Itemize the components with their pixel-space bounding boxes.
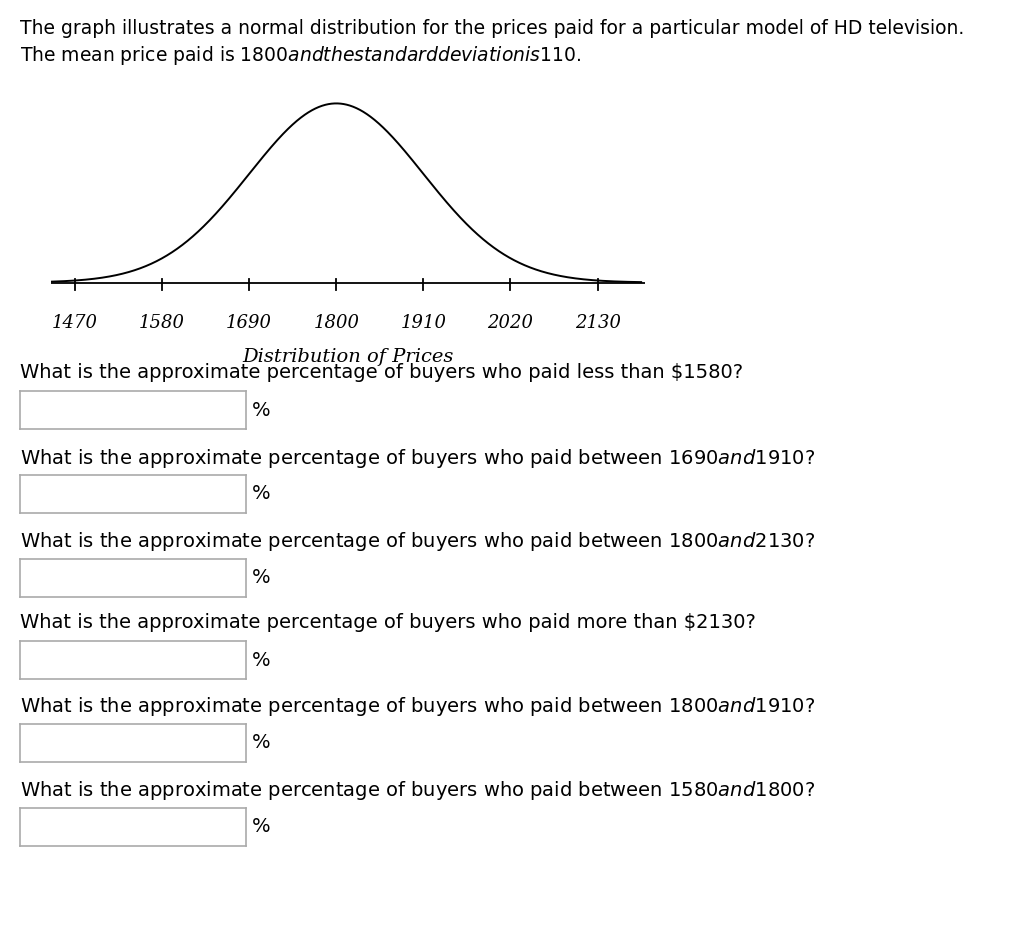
Text: What is the approximate percentage of buyers who paid less than $1580?: What is the approximate percentage of bu… [20, 363, 743, 382]
Text: %: % [252, 484, 270, 504]
Text: What is the approximate percentage of buyers who paid between $1800 and $2130?: What is the approximate percentage of bu… [20, 530, 816, 553]
Text: What is the approximate percentage of buyers who paid between $1690 and $1910?: What is the approximate percentage of bu… [20, 446, 816, 469]
Text: %: % [252, 817, 270, 836]
Text: The mean price paid is $1800 and the standard deviation is $110.: The mean price paid is $1800 and the sta… [20, 44, 582, 66]
Text: What is the approximate percentage of buyers who paid between $1800 and $1910?: What is the approximate percentage of bu… [20, 695, 816, 718]
Text: The graph illustrates a normal distribution for the prices paid for a particular: The graph illustrates a normal distribut… [20, 19, 965, 38]
Text: What is the approximate percentage of buyers who paid more than $2130?: What is the approximate percentage of bu… [20, 613, 757, 632]
Text: %: % [252, 733, 270, 752]
Text: %: % [252, 401, 270, 420]
X-axis label: Distribution of Prices: Distribution of Prices [243, 349, 454, 367]
Text: %: % [252, 568, 270, 587]
Text: %: % [252, 651, 270, 670]
Text: What is the approximate percentage of buyers who paid between $1580 and $1800?: What is the approximate percentage of bu… [20, 779, 816, 802]
